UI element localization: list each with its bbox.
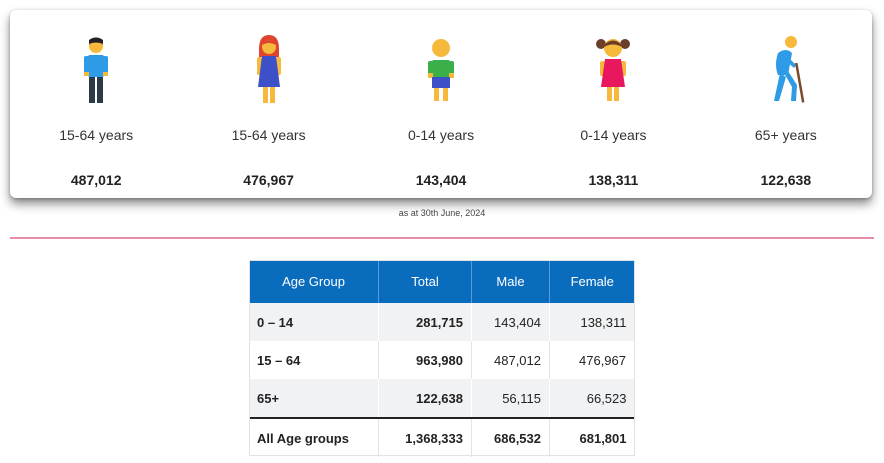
cell-total: 1,368,333 (378, 417, 472, 457)
cell-female: 66,523 (549, 379, 635, 418)
man-icon (84, 37, 109, 103)
cell-age-group: 15 – 64 (249, 341, 379, 379)
cell-female: 476,967 (549, 341, 635, 379)
cell-total: 963,980 (378, 341, 472, 379)
cell-male: 686,532 (471, 417, 550, 457)
stat-label: 65+ years (754, 127, 817, 143)
stat-label: 0-14 years (407, 127, 475, 143)
header-age-group: Age Group (249, 260, 379, 303)
stat-elderly: 65+ years 122,638 (700, 10, 872, 198)
stat-value: 487,012 (70, 172, 122, 188)
population-summary-card: 15-64 years 487,012 15-64 years 476,967 (10, 10, 872, 198)
stat-value: 143,404 (415, 172, 467, 188)
population-table: Age Group Total Male Female 0 – 14 281,7… (249, 260, 635, 457)
cell-male: 143,404 (471, 303, 550, 341)
stat-label: 15-64 years (59, 127, 134, 143)
section-divider (10, 237, 874, 239)
table-row: 65+ 122,638 56,115 66,523 (249, 379, 635, 418)
cell-total: 281,715 (378, 303, 472, 341)
boy-icon (428, 39, 455, 101)
stat-men: 15-64 years 487,012 (10, 10, 182, 198)
header-total: Total (378, 260, 472, 303)
table-header-row: Age Group Total Male Female (249, 260, 635, 303)
table-row: 0 – 14 281,715 143,404 138,311 (249, 303, 635, 341)
header-male: Male (471, 260, 550, 303)
stat-label: 15-64 years (231, 127, 306, 143)
cell-age-group: 0 – 14 (249, 303, 379, 341)
cell-female: 681,801 (549, 417, 635, 457)
girl-icon (596, 39, 631, 101)
cell-total: 122,638 (378, 379, 472, 418)
stat-value: 138,311 (588, 172, 639, 188)
cell-age-group: All Age groups (249, 417, 379, 457)
stat-women: 15-64 years 476,967 (182, 10, 354, 198)
stat-boys: 0-14 years 143,404 (355, 10, 527, 198)
cell-male: 56,115 (471, 379, 550, 418)
table-row: 15 – 64 963,980 487,012 476,967 (249, 341, 635, 379)
stat-label: 0-14 years (580, 127, 647, 143)
table-total-row: All Age groups 1,368,333 686,532 681,801 (249, 417, 635, 457)
woman-icon (256, 35, 281, 103)
cell-male: 487,012 (471, 341, 550, 379)
header-female: Female (549, 260, 635, 303)
stat-value: 122,638 (760, 172, 812, 188)
date-note: as at 30th June, 2024 (398, 208, 486, 218)
stat-value: 476,967 (243, 172, 294, 188)
cell-female: 138,311 (549, 303, 635, 341)
elderly-person-icon (773, 36, 805, 103)
stat-girls: 0-14 years 138,311 (527, 10, 699, 198)
cell-age-group: 65+ (249, 379, 379, 418)
